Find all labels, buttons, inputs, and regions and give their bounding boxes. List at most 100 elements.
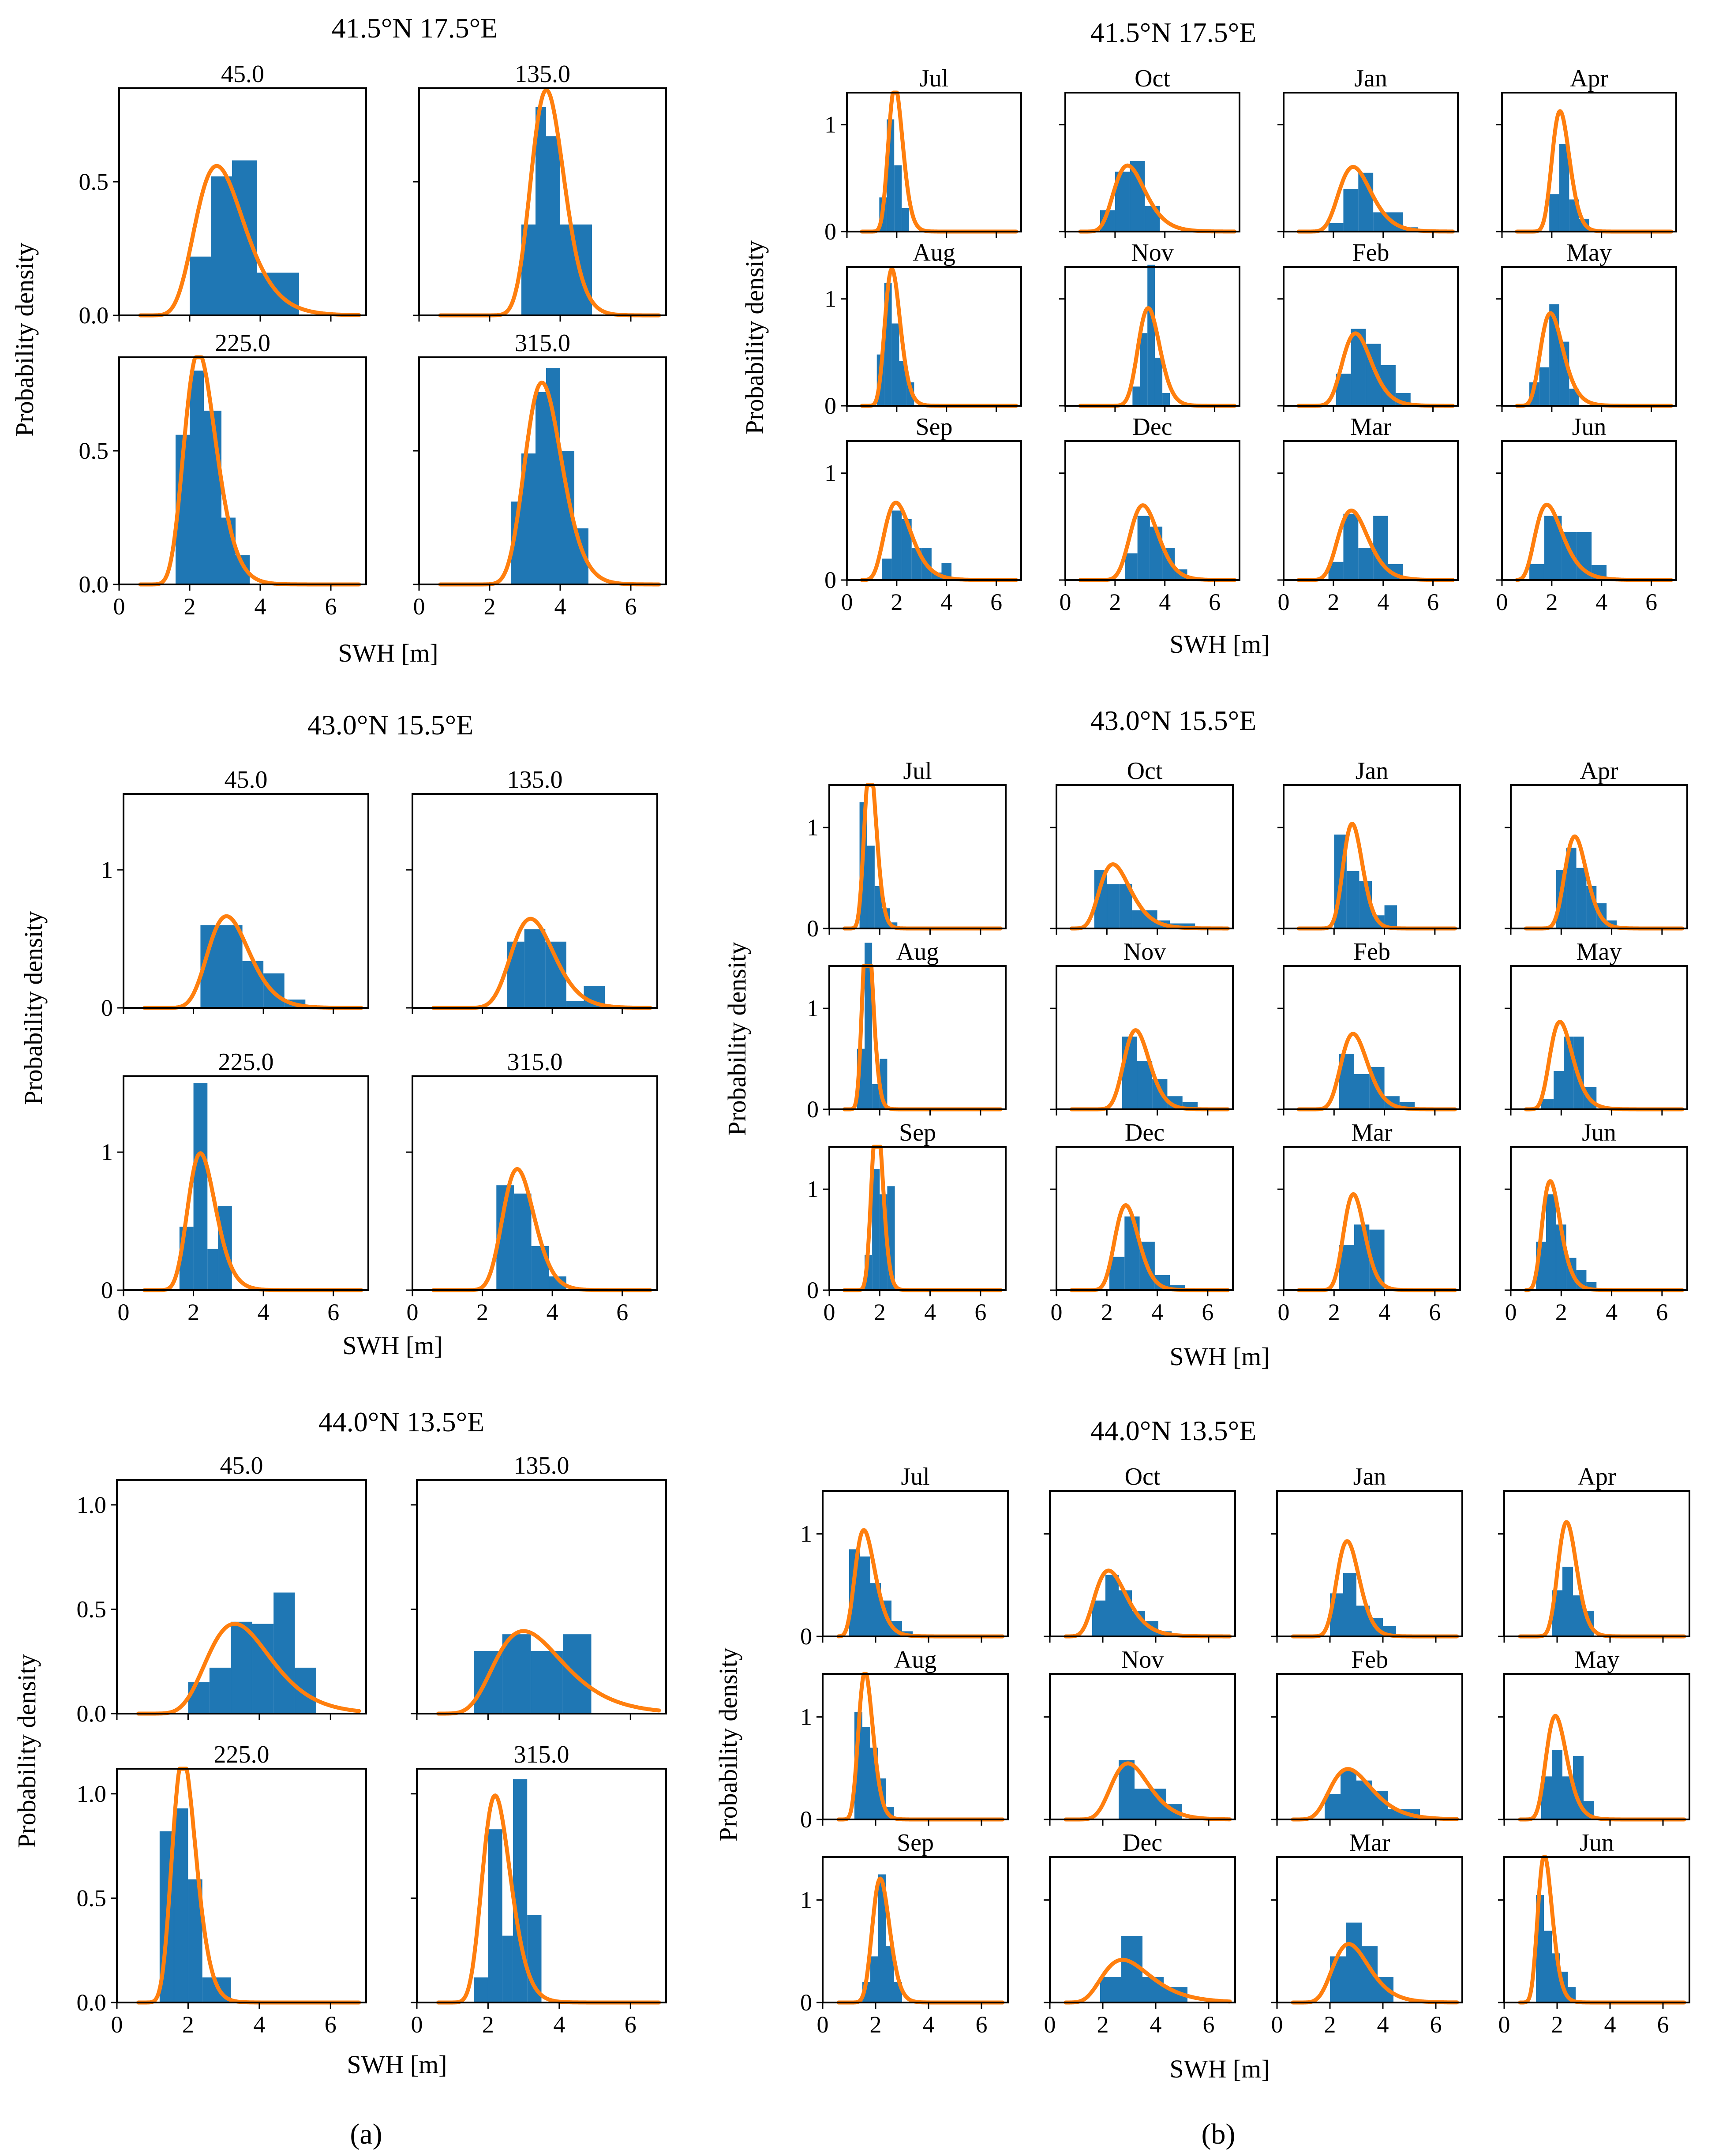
x-tick-label: 6 xyxy=(1430,2011,1442,2038)
subplot-title: 135.0 xyxy=(514,1452,569,1479)
subplot: Sep 0 1 0 2 4 6 xyxy=(824,413,1022,615)
panel-label-b: (b) xyxy=(1202,2118,1236,2150)
subplot-title: May xyxy=(1566,239,1612,266)
axes-frame xyxy=(1276,1490,1463,1637)
y-tick-label: 0.5 xyxy=(77,1596,107,1622)
x-tick-label: 2 xyxy=(1327,589,1339,615)
histogram-bar xyxy=(1132,910,1145,928)
subplot: Jun 0 2 4 6 xyxy=(1498,1829,1690,2038)
subplot: 135.0 xyxy=(406,766,658,1014)
y-tick-label: 0 xyxy=(101,1277,113,1303)
y-tick-label: 1 xyxy=(824,112,836,138)
histogram-bar xyxy=(891,323,899,406)
histogram-bar xyxy=(1544,1931,1552,2003)
x-tick-label: 6 xyxy=(325,2011,337,2038)
histogram-bar xyxy=(1552,1749,1562,1819)
chart-group-b-5: 44.0°N 13.5°E Probability density SWH [m] J… xyxy=(714,1415,1690,2083)
subplot-title: Nov xyxy=(1124,938,1166,966)
histogram-bar xyxy=(546,136,560,315)
x-tick-label: 4 xyxy=(255,593,266,620)
group-title: 43.0°N 15.5°E xyxy=(307,709,474,741)
histogram-bar xyxy=(860,1556,870,1636)
histogram-bar xyxy=(891,510,902,580)
subplot-title: Aug xyxy=(894,1646,936,1673)
subplot-title: Nov xyxy=(1121,1646,1164,1673)
histogram-bar xyxy=(1107,884,1120,928)
subplot: 315.0 0 2 4 6 xyxy=(413,329,667,620)
axes-frame xyxy=(412,1075,658,1291)
histogram-bar xyxy=(1100,1976,1121,2003)
y-tick-label: 0.5 xyxy=(79,168,109,195)
axes-frame xyxy=(1501,92,1677,232)
axes-frame xyxy=(1283,92,1459,232)
axes-frame xyxy=(822,1490,1009,1637)
x-tick-label: 2 xyxy=(1551,2011,1563,2038)
histogram-bar xyxy=(1147,265,1155,406)
x-tick-label: 4 xyxy=(924,1299,936,1325)
histogram-bar xyxy=(513,1779,528,2003)
axes-frame xyxy=(116,1768,367,2003)
histogram-bar xyxy=(1346,1922,1362,2003)
subplot: Oct xyxy=(1044,1463,1236,1643)
x-tick-label: 4 xyxy=(923,2011,935,2038)
axes-frame xyxy=(1056,784,1234,929)
subplot: May xyxy=(1496,239,1677,412)
subplot: Nov xyxy=(1059,239,1240,412)
subplot-title: Sep xyxy=(916,413,953,441)
histogram-bar xyxy=(1092,1600,1105,1636)
axes-frame xyxy=(1283,266,1459,407)
y-tick-label: 1 xyxy=(800,1521,812,1547)
y-tick-label: 0.0 xyxy=(77,1700,107,1727)
y-tick-label: 0 xyxy=(824,218,836,245)
histogram-bar xyxy=(242,961,264,1008)
subplot: 135.0 xyxy=(413,60,667,322)
histogram-bar xyxy=(1343,189,1359,232)
fitted-density-curve xyxy=(1064,1958,1232,2005)
histogram-bar xyxy=(231,1621,252,1714)
x-tick-label: 0 xyxy=(111,2011,123,2038)
panel-label-a: (a) xyxy=(350,2118,382,2150)
x-tick-label: 6 xyxy=(1203,2011,1215,2038)
subplot: Apr xyxy=(1498,1463,1690,1643)
subplot: 225.0 0.0 0.5 0 2 4 6 xyxy=(79,329,367,620)
histogram-bar xyxy=(1566,847,1577,928)
subplot: May xyxy=(1505,938,1688,1115)
histogram-bar xyxy=(560,225,592,315)
y-tick-label: 1.0 xyxy=(77,1781,107,1807)
x-tick-label: 6 xyxy=(325,593,337,620)
histogram-bar xyxy=(1162,393,1170,406)
x-tick-label: 4 xyxy=(554,593,566,620)
x-axis-label: SWH [m] xyxy=(1169,1342,1270,1371)
y-tick-label: 0 xyxy=(101,995,113,1021)
subplot-title: Feb xyxy=(1352,239,1389,266)
histogram-bar xyxy=(488,1829,502,2003)
y-tick-label: 1 xyxy=(101,857,113,883)
y-axis-label: Probability density xyxy=(723,942,751,1136)
x-tick-label: 0 xyxy=(841,589,853,615)
histogram-bar xyxy=(882,558,892,580)
y-tick-label: 0.0 xyxy=(79,302,109,329)
histogram-bar xyxy=(536,107,546,316)
subplot: Sep 0 1 0 2 4 6 xyxy=(800,1829,1009,2038)
subplot: Apr xyxy=(1496,65,1677,238)
subplot-title: 135.0 xyxy=(507,766,563,794)
fitted-density-curve xyxy=(138,164,361,318)
subplot-title: Jan xyxy=(1356,757,1389,785)
y-tick-label: 0 xyxy=(807,1277,819,1303)
histogram-bar xyxy=(870,1956,878,2003)
x-tick-label: 4 xyxy=(1595,589,1607,615)
fitted-density-curve xyxy=(136,1621,361,1716)
axes-frame xyxy=(1056,1146,1234,1291)
y-tick-label: 1 xyxy=(101,1139,113,1165)
subplot-title: Sep xyxy=(897,1829,934,1857)
subplot: Jul 0 1 xyxy=(807,757,1007,942)
x-axis-label: SWH [m] xyxy=(1169,630,1270,659)
y-tick-label: 1.0 xyxy=(77,1492,107,1518)
subplot: Aug 0 1 xyxy=(807,938,1007,1123)
histogram-bar xyxy=(874,886,882,928)
x-tick-label: 4 xyxy=(1604,2011,1616,2038)
y-tick-label: 0 xyxy=(800,1989,812,2016)
subplot-title: Jul xyxy=(901,1463,929,1490)
x-axis-label: SWH [m] xyxy=(347,2050,447,2079)
subplot-title: Apr xyxy=(1570,65,1608,92)
